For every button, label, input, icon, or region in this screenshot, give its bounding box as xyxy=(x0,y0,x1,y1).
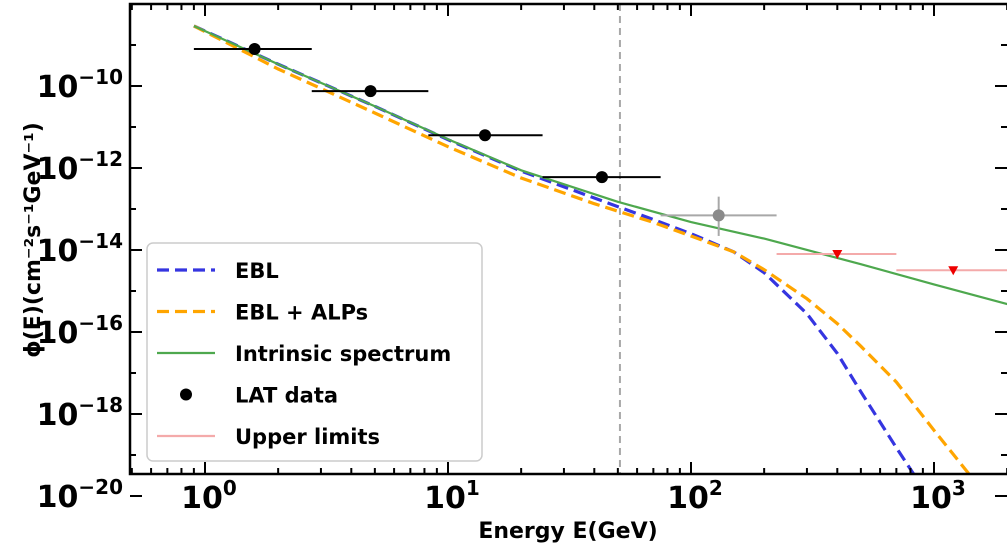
legend-swatch xyxy=(180,388,192,401)
x-tick-label: 101 xyxy=(424,476,480,516)
series-line-3 xyxy=(193,24,1007,306)
y-tick-label: 10−18 xyxy=(37,393,123,433)
legend-label: EBL + ALPs xyxy=(235,301,368,325)
y-tick-label: 10−20 xyxy=(37,475,123,515)
legend-label: EBL xyxy=(235,259,279,283)
legend-label: Intrinsic spectrum xyxy=(235,342,451,366)
x-tick-label: 102 xyxy=(667,476,723,516)
series-line-2 xyxy=(193,24,972,474)
lat-data-point xyxy=(595,171,608,184)
x-tick-label: 103 xyxy=(910,476,966,516)
y-tick-label: 10−10 xyxy=(37,65,123,105)
axes-frame xyxy=(128,2,1007,476)
x-axis-title: Energy E(GeV) xyxy=(478,519,657,544)
faded-data-point xyxy=(712,209,725,222)
legend: EBL EBL + ALPs Intrinsic spectrum LAT data U… xyxy=(146,242,483,462)
y-tick-label: 10−16 xyxy=(37,311,123,351)
x-tick-label: 100 xyxy=(181,476,237,516)
lat-data-point xyxy=(364,85,377,98)
lat-data-point xyxy=(248,42,261,55)
legend-label: Upper limits xyxy=(235,425,380,449)
lat-data-point xyxy=(479,129,492,142)
y-tick-label: 10−14 xyxy=(37,229,123,269)
legend-box xyxy=(146,242,483,462)
y-axis-title: ϕ(E)(cm⁻²s⁻¹GeV⁻¹) xyxy=(21,122,46,358)
y-tick-label: 10−12 xyxy=(37,147,123,187)
upper-limit-marker xyxy=(948,266,959,276)
legend-label: LAT data xyxy=(235,384,338,408)
upper-limit-marker xyxy=(832,249,843,259)
